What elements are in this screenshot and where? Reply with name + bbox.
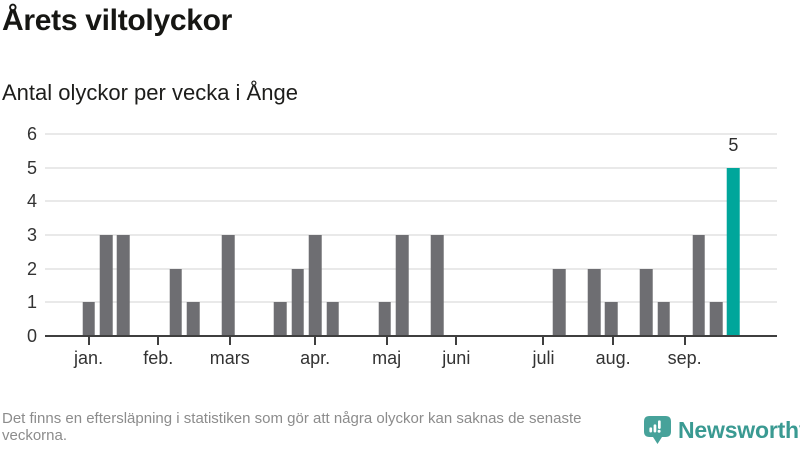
x-axis-tick: [228, 337, 231, 345]
gridline: [45, 301, 777, 304]
x-tick-label: mars: [209, 348, 250, 368]
bar: [640, 268, 653, 336]
x-axis-tick: [87, 337, 90, 345]
x-axis-tick: [542, 337, 545, 345]
gridline: [45, 166, 777, 169]
x-tick-label: aug.: [595, 348, 631, 368]
bar: [99, 235, 113, 336]
x-axis-tick: [385, 337, 388, 345]
bar-highlight: [727, 167, 740, 336]
y-tick-label: 0: [26, 326, 37, 346]
gridline: [45, 200, 777, 203]
x-tick-label: sep.: [667, 348, 702, 368]
x-axis-tick: [612, 337, 615, 345]
x-tick-label: juli: [532, 348, 555, 368]
y-tick-label: 2: [26, 258, 37, 279]
gridline: [45, 267, 777, 270]
bar: [291, 268, 304, 336]
bar: [169, 268, 182, 336]
newsworthy-logo: Newsworthy: [644, 415, 800, 445]
bar: [378, 302, 392, 336]
bar: [186, 302, 200, 336]
x-axis-tick: [455, 337, 458, 345]
x-axis-line: [45, 335, 777, 337]
y-tick-label: 4: [26, 191, 37, 212]
x-tick-label: juni: [442, 348, 471, 368]
newsworthy-logo-text: Newsworthy: [678, 416, 800, 443]
y-tick-label: 3: [26, 225, 37, 245]
bar: [274, 302, 287, 336]
bar: [117, 235, 130, 336]
x-axis-tick: [683, 337, 686, 345]
chart-subtitle: Antal olyckor per vecka i Ånge: [2, 80, 298, 105]
bar: [605, 302, 618, 336]
y-axis-labels: 0 1 2 3 4 5 6: [0, 125, 37, 345]
x-axis-labels: jan. feb. mars apr. maj juni juli aug. sep.: [45, 336, 777, 370]
bar: [657, 302, 670, 336]
gridline: [45, 234, 777, 236]
x-tick-label: maj: [372, 348, 402, 368]
gridline: [45, 133, 777, 135]
bar: [587, 268, 601, 336]
plot-area: 5: [45, 133, 777, 337]
bar: [430, 235, 444, 336]
bar: [709, 302, 723, 336]
x-tick-label: apr.: [300, 348, 331, 368]
bar: [82, 302, 95, 336]
chart-title: Årets viltolyckor: [2, 4, 232, 37]
newsworthy-logo-icon: [644, 415, 671, 444]
x-axis-tick: [157, 337, 160, 345]
x-tick-label: jan.: [74, 348, 104, 368]
bar-value-label: 5: [728, 134, 739, 155]
bar: [552, 268, 566, 336]
x-axis-tick: [314, 337, 317, 345]
y-tick-label: 1: [26, 292, 37, 313]
bar: [308, 235, 322, 336]
bar: [396, 235, 409, 336]
y-tick-label: 5: [26, 157, 37, 178]
y-tick-label: 6: [26, 124, 37, 144]
bar: [692, 235, 705, 336]
footnote: Det finns en eftersläpning i statistiken…: [2, 410, 582, 444]
x-tick-label: feb.: [143, 348, 174, 368]
bar: [221, 235, 235, 336]
bar: [326, 302, 339, 336]
